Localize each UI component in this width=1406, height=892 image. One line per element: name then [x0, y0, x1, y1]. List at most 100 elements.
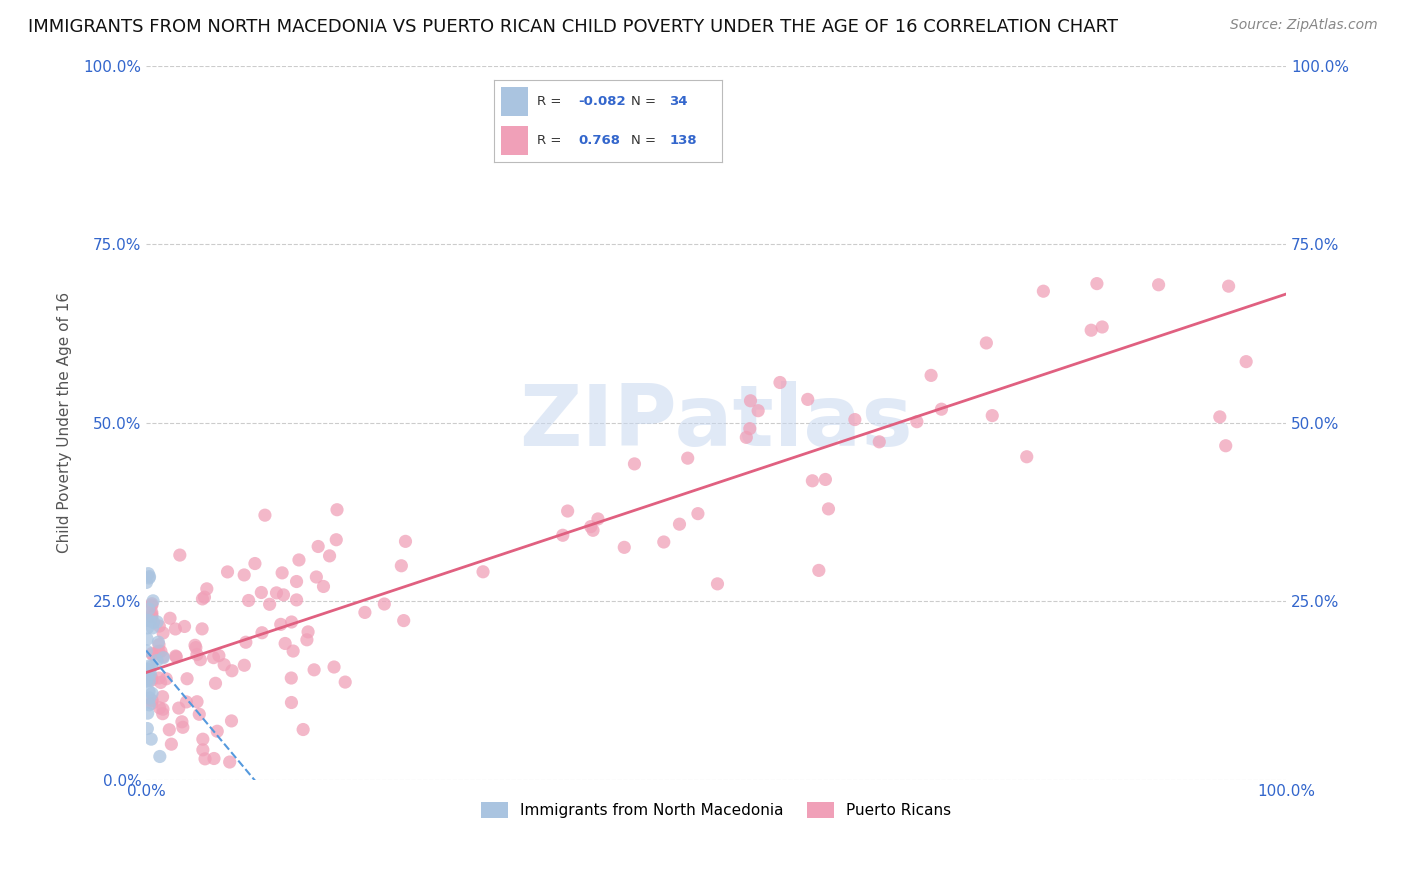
Point: [325, 533, 347, 547]
Point: [152, 626, 174, 640]
Point: [280, 696, 302, 710]
Point: [146, 615, 169, 629]
Point: [136, 621, 159, 635]
Point: [253, 508, 276, 523]
Point: [172, 720, 194, 734]
Point: [152, 706, 174, 721]
Point: [273, 588, 295, 602]
Point: [148, 635, 170, 649]
Point: [146, 654, 169, 668]
Point: [307, 540, 329, 554]
Point: [139, 614, 162, 628]
Point: [582, 524, 605, 538]
Point: [186, 695, 208, 709]
Point: [905, 415, 928, 429]
Point: [141, 732, 163, 747]
Point: [157, 723, 180, 737]
Point: [186, 648, 208, 662]
Point: [976, 335, 998, 350]
Point: [557, 504, 579, 518]
Point: [233, 568, 256, 582]
Point: [138, 659, 160, 673]
Point: [135, 643, 157, 657]
Point: [931, 402, 953, 417]
Point: [184, 640, 207, 655]
Point: [207, 724, 229, 739]
Point: [270, 617, 292, 632]
Point: [686, 507, 709, 521]
Point: [312, 579, 335, 593]
Point: [138, 664, 160, 678]
Point: [136, 566, 159, 581]
Point: [551, 528, 574, 542]
Point: [141, 697, 163, 711]
Point: [138, 684, 160, 698]
Point: [165, 622, 187, 636]
Point: [1085, 277, 1108, 291]
Point: [173, 619, 195, 633]
Point: [141, 660, 163, 674]
Point: [302, 663, 325, 677]
Point: [176, 672, 198, 686]
Point: [204, 676, 226, 690]
Point: [747, 403, 769, 417]
Point: [373, 597, 395, 611]
Point: [159, 611, 181, 625]
Point: [138, 698, 160, 712]
Point: [138, 673, 160, 688]
Point: [138, 569, 160, 583]
Point: [297, 624, 319, 639]
Point: [176, 695, 198, 709]
Point: [202, 650, 225, 665]
Point: [472, 565, 495, 579]
Point: [285, 593, 308, 607]
Point: [191, 622, 214, 636]
Point: [271, 566, 294, 580]
Point: [165, 649, 187, 664]
Point: [188, 653, 211, 667]
Point: [1032, 284, 1054, 298]
Point: [280, 671, 302, 685]
Point: [155, 672, 177, 686]
Point: [285, 574, 308, 589]
Point: [1209, 409, 1232, 424]
Point: [1234, 354, 1257, 368]
Point: [193, 590, 215, 604]
Point: [305, 570, 328, 584]
Point: [136, 722, 159, 736]
Point: [148, 638, 170, 652]
Point: [706, 577, 728, 591]
Point: [152, 649, 174, 664]
Point: [259, 597, 281, 611]
Point: [142, 594, 165, 608]
Point: [149, 749, 172, 764]
Point: [202, 751, 225, 765]
Point: [623, 457, 645, 471]
Point: [170, 714, 193, 729]
Point: [807, 563, 830, 577]
Point: [318, 549, 340, 563]
Point: [148, 701, 170, 715]
Point: [1080, 323, 1102, 337]
Point: [148, 644, 170, 658]
Point: [394, 534, 416, 549]
Point: [165, 648, 187, 663]
Point: [1147, 277, 1170, 292]
Point: [392, 614, 415, 628]
Point: [136, 632, 159, 646]
Point: [250, 585, 273, 599]
Point: [579, 519, 602, 533]
Point: [194, 752, 217, 766]
Text: IMMIGRANTS FROM NORTH MACEDONIA VS PUERTO RICAN CHILD POVERTY UNDER THE AGE OF 1: IMMIGRANTS FROM NORTH MACEDONIA VS PUERT…: [28, 18, 1118, 36]
Point: [221, 714, 243, 728]
Point: [280, 615, 302, 629]
Text: ZIPatlas: ZIPatlas: [519, 381, 912, 464]
Point: [266, 586, 288, 600]
Point: [195, 582, 218, 596]
Point: [796, 392, 818, 407]
Point: [139, 666, 162, 681]
Point: [141, 598, 163, 612]
Point: [212, 657, 235, 672]
Point: [152, 650, 174, 665]
Point: [676, 451, 699, 466]
